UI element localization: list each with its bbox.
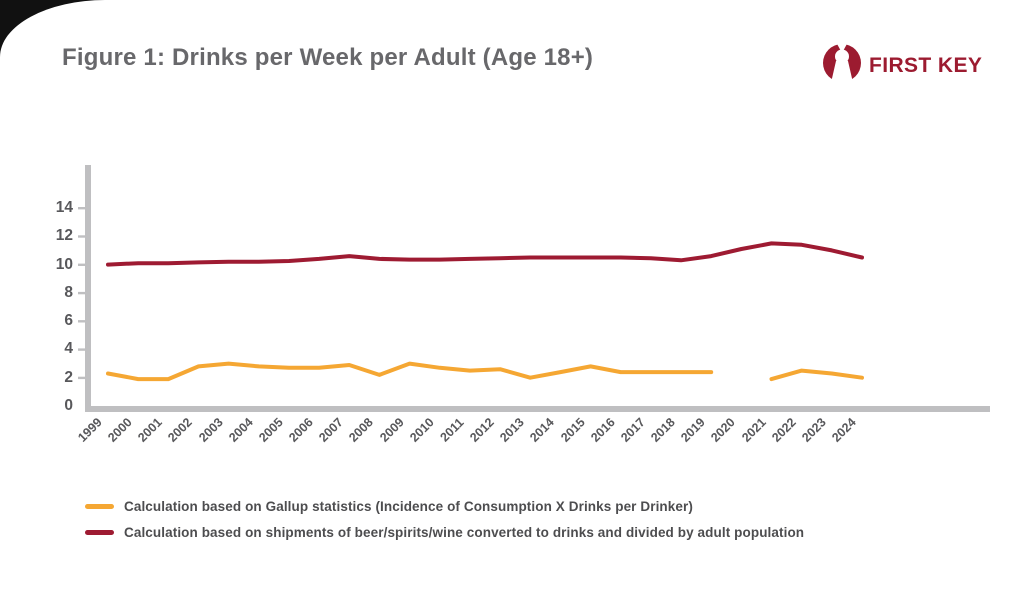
legend-item-gallup: Calculation based on Gallup statistics (… xyxy=(85,496,804,516)
series-line-gallup xyxy=(769,368,864,382)
x-axis-label: 2018 xyxy=(648,415,678,445)
legend-swatch-gallup xyxy=(85,503,114,509)
y-axis-label: 0 xyxy=(64,397,73,414)
x-axis-label: 2007 xyxy=(316,415,347,445)
x-axis-label: 2006 xyxy=(286,415,316,445)
x-axis-label: 2000 xyxy=(105,415,135,445)
figure-title: Figure 1: Drinks per Week per Adult (Age… xyxy=(62,44,594,71)
firstkey-logo: FIRST KEY xyxy=(822,42,982,89)
series-line-shipments xyxy=(106,241,864,267)
legend-swatch-shipments xyxy=(85,529,114,535)
x-axis-label: 2024 xyxy=(829,415,859,445)
legend-label-shipments: Calculation based on shipments of beer/s… xyxy=(124,524,805,540)
x-axis-label: 2010 xyxy=(406,415,437,445)
y-axis-label: 4 xyxy=(64,340,73,358)
y-axis-label: 14 xyxy=(55,198,73,216)
x-axis-label: 2019 xyxy=(678,415,708,445)
x-axis-label: 2003 xyxy=(195,415,226,445)
x-axis-label: 2005 xyxy=(256,415,286,445)
y-axis-label: 8 xyxy=(64,283,73,301)
y-axis-label: 12 xyxy=(55,227,73,245)
x-axis-label: 2022 xyxy=(768,415,799,445)
x-axis-label: 2001 xyxy=(135,415,166,445)
x-axis-label: 2004 xyxy=(226,415,256,445)
x-axis-label: 2008 xyxy=(346,415,377,445)
line-chart: 0 2 4 6 8 10 12 14 1999 2000 2001 2002 2003 2004 2005… xyxy=(56,160,990,445)
x-axis-label: 2012 xyxy=(467,415,497,445)
keyhole-icon xyxy=(822,42,862,89)
y-axis-label: 10 xyxy=(55,255,73,273)
y-axis-label: 6 xyxy=(64,312,73,330)
x-axis-label: 2015 xyxy=(557,415,588,445)
chart-canvas xyxy=(78,165,990,412)
x-axis-label: 2014 xyxy=(527,415,558,445)
x-axis-label: 1999 xyxy=(75,415,105,445)
x-axis-label: 2017 xyxy=(618,415,648,445)
legend-label-gallup: Calculation based on Gallup statistics (… xyxy=(124,498,693,514)
x-axis-label: 2023 xyxy=(799,415,829,445)
legend-item-shipments: Calculation based on shipments of beer/s… xyxy=(85,522,804,542)
x-axis-label: 2002 xyxy=(165,415,196,445)
x-axis-label: 2021 xyxy=(738,415,769,445)
x-axis-label: 2011 xyxy=(437,415,467,445)
x-axis-label: 2020 xyxy=(708,415,739,445)
series-line-gallup xyxy=(106,361,714,382)
firstkey-logo-text: FIRST KEY xyxy=(869,53,983,77)
x-axis-label: 2013 xyxy=(497,415,528,445)
x-axis-label: 2016 xyxy=(587,415,618,445)
chart-legend: Calculation based on Gallup statistics (… xyxy=(85,496,804,548)
x-axis-label: 2009 xyxy=(376,415,407,445)
y-axis-label: 2 xyxy=(64,368,73,386)
